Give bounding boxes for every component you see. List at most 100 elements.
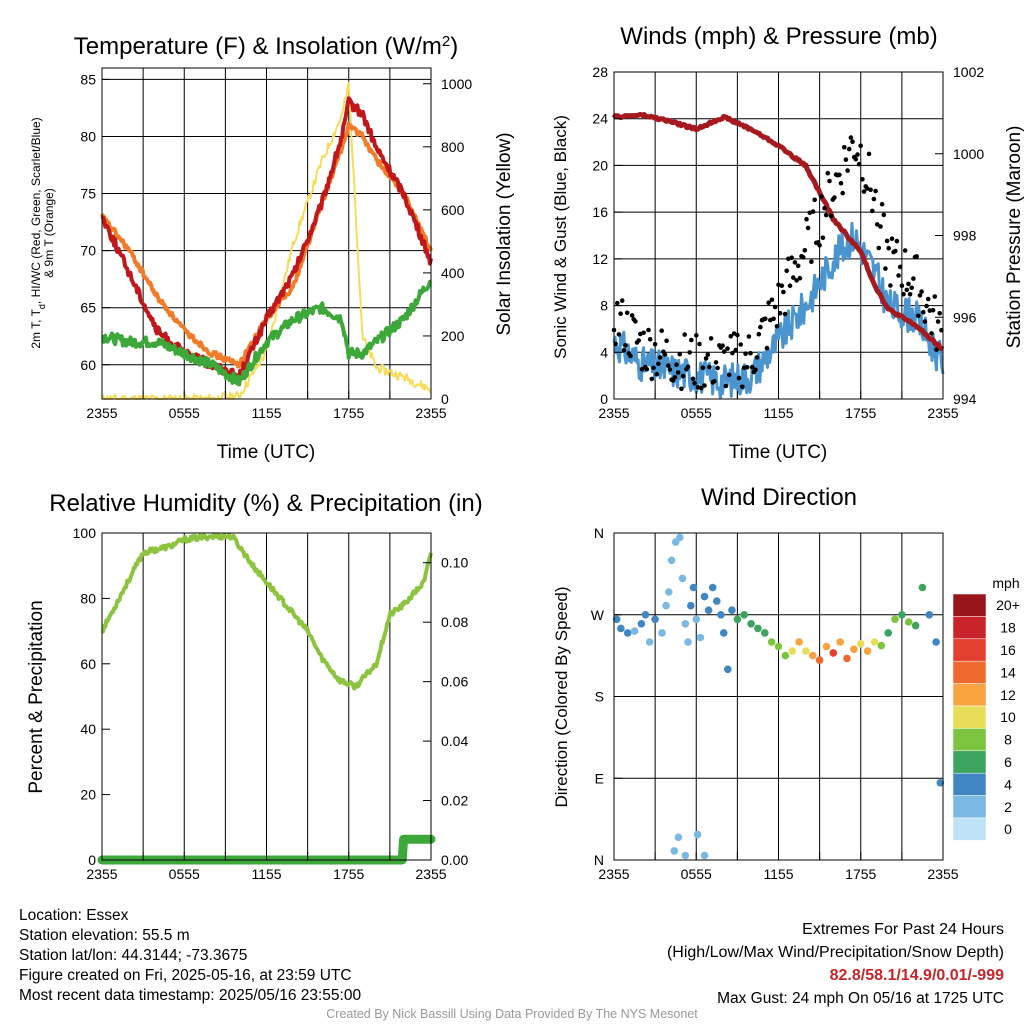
- winds-xtick-label: 0555: [681, 405, 712, 421]
- direction-point: [667, 556, 676, 565]
- winds-gust-point: [911, 276, 916, 281]
- direction-point: [728, 606, 736, 614]
- winds-gust-point: [937, 311, 942, 316]
- winds-gust-point: [893, 248, 898, 254]
- winds-gust-point: [735, 332, 740, 338]
- winds-gust-point: [639, 367, 645, 372]
- winds-gust-point: [649, 376, 655, 382]
- winds-gust-point: [896, 273, 901, 278]
- colorbar-label: 14: [1000, 664, 1016, 680]
- winds-gust-point: [919, 289, 924, 294]
- winds-gust-point: [743, 351, 748, 357]
- direction-point: [863, 647, 872, 655]
- winds-gust-point: [848, 135, 854, 140]
- direction-xtick-label: 0555: [681, 866, 712, 882]
- winds-gust-point: [753, 367, 758, 373]
- direction-point: [884, 629, 892, 637]
- temperature-ytick-label: 85: [80, 71, 96, 87]
- winds-gust-point: [902, 248, 908, 253]
- temperature-y2tick-label: 600: [441, 202, 465, 218]
- direction-point: [708, 583, 717, 592]
- winds-gust-point: [703, 356, 709, 361]
- winds-gust-point: [738, 342, 743, 347]
- temperature-xtick-label: 1755: [333, 405, 364, 421]
- temperature-ylabel-left-line1: 2m T, Td, HI/WC (Red, Green, Scarlet/Blu…: [29, 117, 47, 348]
- winds-gust-point: [629, 313, 635, 318]
- winds-gust-point: [787, 283, 793, 289]
- winds-gust-point: [694, 333, 699, 338]
- winds-ylabel-left: Sonic Wind & Gust (Blue, Black): [551, 115, 570, 359]
- winds-gust-point: [876, 245, 882, 251]
- station-elevation: Station elevation: 55.5 m: [19, 927, 190, 944]
- winds-gust-point: [794, 278, 799, 283]
- colorbar-swatch: [952, 795, 987, 819]
- humidity-ytick-label: 0: [88, 852, 96, 868]
- winds-gust-point: [888, 283, 893, 288]
- direction-point: [781, 651, 790, 660]
- direction-point: [719, 629, 728, 637]
- colorbar-swatch: [952, 638, 987, 662]
- humidity-xtick-label: 1755: [333, 866, 364, 882]
- direction-point: [870, 638, 879, 646]
- direction-point: [651, 615, 659, 624]
- direction-point: [850, 645, 858, 654]
- direction-ytick-label: N: [594, 525, 604, 541]
- direction-point: [693, 830, 702, 839]
- winds-gust-point: [746, 334, 752, 339]
- temperature-y2tick-label: 0: [441, 391, 449, 407]
- extremes-subtitle: (High/Low/Max Wind/Precipitation/Snow De…: [666, 944, 1004, 961]
- colorbar-swatch: [952, 772, 987, 796]
- winds-gust-point: [838, 180, 844, 186]
- winds-gust-point: [772, 304, 778, 310]
- direction-point: [692, 615, 701, 624]
- temperature-xlabel: Time (UTC): [217, 442, 316, 463]
- winds-gust-point: [825, 170, 831, 176]
- winds-gust-point: [840, 190, 845, 196]
- winds-gust-point: [687, 350, 692, 355]
- winds-gust-point: [756, 331, 762, 337]
- winds-gust-point: [791, 275, 796, 280]
- temperature-title-sup: 2: [442, 33, 450, 50]
- temperature-y2tick-label: 400: [441, 265, 465, 281]
- direction-point: [645, 638, 654, 646]
- winds-gust-point: [886, 245, 891, 251]
- winds-ytick-label: 12: [592, 251, 608, 267]
- winds-gust-point: [702, 383, 707, 388]
- humidity-y2tick-label: 0.06: [441, 674, 468, 690]
- direction-point: [674, 833, 683, 842]
- direction-point: [617, 624, 625, 633]
- winds-gust-point: [720, 343, 725, 349]
- temperature-ylabel-left: 2m T, Td, HI/WC (Red, Green, Scarlet/Blu…: [29, 117, 56, 348]
- winds-gust-point: [934, 347, 939, 352]
- winds-gust-point: [708, 336, 714, 341]
- temperature-ytick-label: 60: [80, 357, 96, 373]
- winds-gust-point: [700, 365, 706, 371]
- winds-gust-point: [820, 235, 826, 241]
- direction-point: [829, 649, 838, 657]
- winds-gust-point: [657, 355, 663, 360]
- winds-gust-point: [789, 255, 794, 260]
- winds-gust-point: [672, 374, 678, 380]
- direction-ytick-label: S: [595, 689, 604, 705]
- winds-ytick-label: 4: [600, 344, 608, 360]
- winds-gust-point: [827, 178, 832, 184]
- winds-gust-point: [907, 292, 913, 297]
- winds-gust-point: [828, 213, 834, 219]
- winds-gust-point: [730, 350, 735, 356]
- colorbar-label: 18: [1000, 620, 1016, 636]
- humidity-ytick-label: 80: [80, 590, 96, 606]
- winds-pressure-line: [611, 111, 945, 352]
- colorbar-label: 8: [1004, 732, 1012, 748]
- direction-point: [678, 574, 687, 583]
- temperature-xtick-label: 1155: [251, 405, 281, 421]
- winds-gust-point: [659, 328, 664, 334]
- temperature-ylabel-line1-b: , HI/WC (Red, Green, Scarlet/Blue): [29, 117, 43, 304]
- temperature-ticks: 2355 0555 1155 1755 2355 60 65 70 75 80 85 0 200 400 6…: [80, 71, 472, 421]
- winds-gust-point: [725, 346, 730, 351]
- humidity-xtick-label: 2355: [86, 866, 117, 882]
- winds-gust-point: [881, 212, 887, 218]
- winds-gust-point: [721, 349, 727, 354]
- winds-gust-point: [874, 222, 880, 227]
- direction-ytick-label: W: [591, 607, 605, 623]
